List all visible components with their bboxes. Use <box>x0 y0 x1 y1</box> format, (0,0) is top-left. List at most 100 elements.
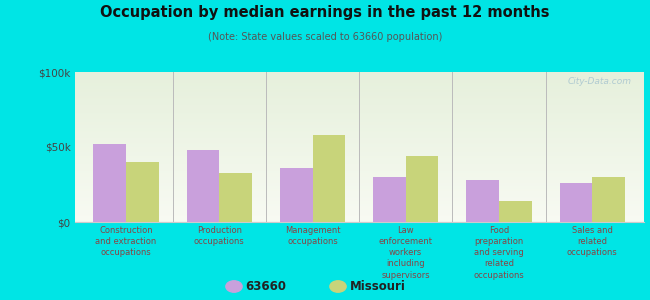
Bar <box>75 128 644 129</box>
Bar <box>75 208 644 210</box>
Bar <box>75 204 644 206</box>
Bar <box>75 153 644 154</box>
Bar <box>75 195 644 196</box>
Bar <box>75 148 644 150</box>
Bar <box>75 196 644 198</box>
Bar <box>75 122 644 123</box>
Bar <box>592 177 625 222</box>
Bar <box>75 123 644 124</box>
Bar <box>75 111 644 112</box>
Bar <box>75 183 644 184</box>
Bar <box>75 186 644 188</box>
Bar <box>75 171 644 172</box>
Bar <box>75 117 644 118</box>
Bar <box>75 188 644 189</box>
Bar <box>75 102 644 104</box>
Bar <box>75 172 644 174</box>
Bar <box>75 176 644 177</box>
Bar <box>75 112 644 114</box>
Bar <box>313 135 345 222</box>
Bar <box>219 172 252 222</box>
Bar <box>75 162 644 164</box>
Text: 63660: 63660 <box>246 280 287 293</box>
Bar <box>75 118 644 120</box>
Text: Occupation by median earnings in the past 12 months: Occupation by median earnings in the pas… <box>100 4 550 20</box>
Bar <box>75 201 644 202</box>
Bar <box>466 180 499 222</box>
Bar <box>75 178 644 180</box>
Bar <box>75 135 644 136</box>
Bar <box>75 80 644 81</box>
Bar <box>75 78 644 80</box>
Bar <box>406 156 438 222</box>
Bar <box>75 147 644 148</box>
Bar <box>94 144 126 222</box>
Bar <box>75 165 644 166</box>
Bar <box>126 162 159 222</box>
Bar <box>75 132 644 134</box>
Bar <box>75 74 644 75</box>
Bar <box>75 85 644 87</box>
Bar <box>75 110 644 111</box>
Bar <box>75 212 644 213</box>
Bar <box>75 156 644 158</box>
Bar <box>75 189 644 190</box>
Bar <box>75 120 644 122</box>
Bar <box>75 124 644 126</box>
Bar <box>75 75 644 76</box>
Text: (Note: State values scaled to 63660 population): (Note: State values scaled to 63660 popu… <box>208 32 442 41</box>
Bar <box>75 98 644 99</box>
Bar <box>75 146 644 147</box>
Bar <box>560 183 592 222</box>
Text: Missouri: Missouri <box>350 280 406 293</box>
Bar <box>75 190 644 192</box>
Bar <box>75 72 644 74</box>
Bar <box>75 129 644 130</box>
Bar <box>75 159 644 160</box>
Bar <box>75 138 644 140</box>
Bar <box>75 76 644 78</box>
Bar <box>75 136 644 138</box>
Bar <box>75 94 644 96</box>
Bar <box>75 87 644 88</box>
Bar <box>75 93 644 94</box>
Bar <box>75 167 644 168</box>
Bar <box>75 164 644 165</box>
Text: City-Data.com: City-Data.com <box>568 76 632 85</box>
Bar <box>187 150 219 222</box>
Bar <box>373 177 406 222</box>
Bar <box>75 150 644 152</box>
Bar <box>75 182 644 183</box>
Bar <box>75 220 644 222</box>
Bar <box>75 130 644 132</box>
Bar <box>75 92 644 93</box>
Bar <box>75 160 644 162</box>
Bar <box>75 116 644 117</box>
Bar <box>75 142 644 144</box>
Bar <box>75 90 644 92</box>
Bar <box>75 81 644 82</box>
Bar <box>75 140 644 141</box>
Bar <box>75 84 644 86</box>
Bar <box>75 103 644 105</box>
Bar <box>75 210 644 212</box>
Bar <box>75 134 644 135</box>
Bar <box>75 168 644 170</box>
Bar <box>75 144 644 146</box>
Bar <box>75 184 644 186</box>
Bar <box>75 213 644 214</box>
Bar <box>75 114 644 116</box>
Bar <box>75 99 644 100</box>
Bar <box>75 108 644 110</box>
Bar <box>75 100 644 102</box>
Bar <box>75 154 644 156</box>
Bar <box>75 206 644 207</box>
Bar <box>75 174 644 176</box>
Bar <box>75 219 644 220</box>
Bar <box>75 180 644 182</box>
Bar <box>75 106 644 108</box>
Bar <box>75 177 644 178</box>
Bar <box>75 158 644 159</box>
Bar <box>75 218 644 219</box>
Bar <box>75 216 644 218</box>
